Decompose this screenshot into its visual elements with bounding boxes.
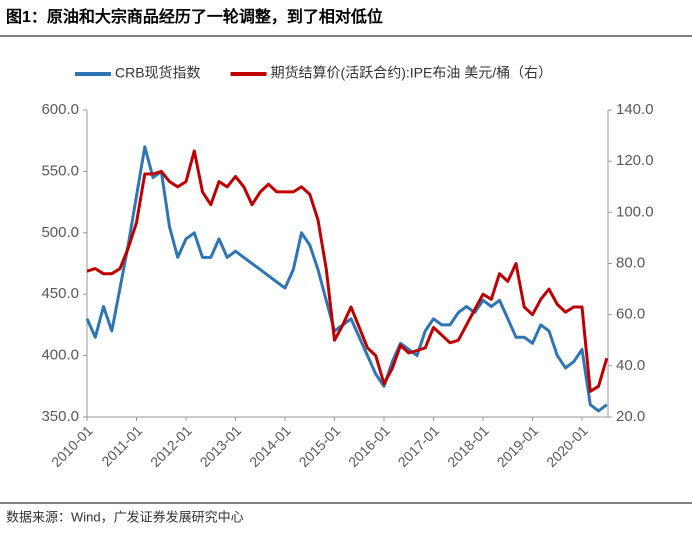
y-tick-label: 450.0 <box>41 285 79 302</box>
legend-label: CRB现货指数 <box>115 65 201 81</box>
legend-label: 期货结算价(活跃合约):IPE布油 美元/桶（右） <box>271 65 553 81</box>
x-tick-label: 2019-01 <box>494 422 542 470</box>
series-line <box>85 145 608 413</box>
chart-title: 图1：原油和大宗商品经历了一轮调整，到了相对低位 <box>6 7 383 26</box>
y-tick-label: 550.0 <box>41 162 79 179</box>
y2-tick-label: 20.0 <box>616 408 645 425</box>
x-tick-label: 2017-01 <box>395 422 443 470</box>
source: 数据来源：Wind，广发证券发展研究中心 <box>6 509 244 524</box>
y2-tick-label: 60.0 <box>616 306 645 323</box>
x-tick-label: 2020-01 <box>543 422 591 470</box>
y-tick-label: 350.0 <box>41 408 79 425</box>
y2-tick-label: 100.0 <box>616 203 654 220</box>
x-tick-label: 2010-01 <box>48 422 96 470</box>
y-tick-label: 400.0 <box>41 347 79 364</box>
x-tick-label: 2016-01 <box>345 422 393 470</box>
y2-tick-label: 40.0 <box>616 357 645 374</box>
x-tick-label: 2013-01 <box>197 422 245 470</box>
x-tick-label: 2014-01 <box>246 422 294 470</box>
y2-tick-label: 140.0 <box>616 101 654 118</box>
x-tick-label: 2011-01 <box>98 422 145 469</box>
x-tick-label: 2012-01 <box>147 422 195 470</box>
series-line <box>86 149 609 393</box>
y2-tick-label: 120.0 <box>616 152 654 169</box>
y2-tick-label: 80.0 <box>616 254 645 271</box>
y-tick-label: 600.0 <box>41 101 79 118</box>
y-tick-label: 500.0 <box>41 224 79 241</box>
x-tick-label: 2015-01 <box>296 422 344 470</box>
x-tick-label: 2018-01 <box>444 422 492 470</box>
